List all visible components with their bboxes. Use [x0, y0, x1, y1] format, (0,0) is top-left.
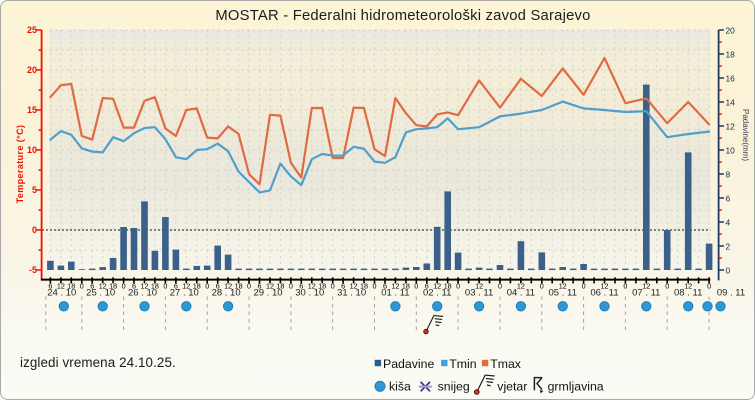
svg-text:2: 2	[726, 242, 731, 252]
svg-text:06 . 11: 06 . 11	[590, 288, 618, 299]
svg-text:12: 12	[684, 281, 692, 290]
svg-text:12: 12	[726, 122, 736, 132]
svg-text:27 . 10: 27 . 10	[170, 288, 199, 299]
svg-text:18: 18	[109, 281, 117, 290]
svg-text:kiša: kiša	[389, 380, 411, 394]
svg-text:16: 16	[726, 74, 736, 84]
svg-text:0: 0	[726, 266, 731, 276]
svg-text:12: 12	[141, 281, 149, 290]
svg-text:01 . 11: 01 . 11	[381, 288, 409, 299]
svg-text:28 . 10: 28 . 10	[212, 288, 241, 299]
svg-text:MOSTAR - Federalni hidrometeor: MOSTAR - Federalni hidrometeorološki zav…	[215, 8, 590, 24]
svg-text:18: 18	[318, 281, 326, 290]
svg-text:0: 0	[32, 225, 37, 235]
svg-text:29 . 10: 29 . 10	[253, 288, 282, 299]
svg-text:20: 20	[726, 26, 736, 36]
svg-text:12: 12	[559, 281, 567, 290]
svg-text:07 . 11: 07 . 11	[632, 288, 660, 299]
svg-text:18: 18	[67, 281, 75, 290]
svg-text:Padavine(mm): Padavine(mm)	[741, 109, 750, 161]
svg-text:02 . 11: 02 . 11	[423, 288, 451, 299]
svg-text:30 . 10: 30 . 10	[295, 288, 324, 299]
svg-text:12: 12	[391, 281, 399, 290]
svg-text:12: 12	[601, 281, 609, 290]
svg-text:6: 6	[299, 281, 303, 290]
svg-text:0: 0	[414, 281, 418, 290]
svg-text:snijeg: snijeg	[438, 380, 470, 394]
svg-text:0: 0	[623, 281, 627, 290]
svg-text:0: 0	[163, 281, 167, 290]
svg-text:0: 0	[456, 281, 460, 290]
svg-text:0: 0	[665, 281, 669, 290]
svg-text:12: 12	[350, 281, 358, 290]
svg-text:12: 12	[224, 281, 232, 290]
svg-text:0: 0	[582, 281, 586, 290]
svg-text:12: 12	[99, 281, 107, 290]
svg-text:Tmax: Tmax	[490, 357, 522, 371]
svg-text:03 . 11: 03 . 11	[465, 288, 493, 299]
svg-text:12: 12	[517, 281, 525, 290]
svg-text:0: 0	[80, 281, 84, 290]
svg-text:6: 6	[48, 281, 52, 290]
svg-text:25: 25	[27, 25, 37, 35]
svg-text:18: 18	[726, 50, 736, 60]
svg-text:Tmin: Tmin	[449, 357, 476, 371]
svg-text:8: 8	[726, 170, 731, 180]
svg-text:6: 6	[216, 281, 220, 290]
svg-text:izgledi vremena 24.10.25.: izgledi vremena 24.10.25.	[20, 355, 176, 370]
svg-text:grmljavina: grmljavina	[548, 380, 604, 394]
svg-text:05 . 11: 05 . 11	[549, 288, 577, 299]
svg-text:6: 6	[425, 281, 429, 290]
svg-text:0: 0	[331, 281, 335, 290]
svg-text:0: 0	[247, 281, 251, 290]
svg-text:08 . 11: 08 . 11	[674, 288, 702, 299]
svg-text:6: 6	[726, 194, 731, 204]
svg-text:12: 12	[433, 281, 441, 290]
svg-text:0: 0	[205, 281, 209, 290]
svg-text:0: 0	[707, 281, 711, 290]
svg-text:10: 10	[27, 145, 37, 155]
svg-text:09 . 11: 09 . 11	[717, 288, 745, 299]
svg-text:18: 18	[276, 281, 284, 290]
svg-text:0: 0	[540, 281, 544, 290]
svg-text:12: 12	[308, 281, 316, 290]
svg-text:18: 18	[151, 281, 159, 290]
svg-text:12: 12	[182, 281, 190, 290]
svg-text:0: 0	[289, 281, 293, 290]
svg-text:Temperature (°C): Temperature (°C)	[15, 125, 25, 204]
svg-text:6: 6	[258, 281, 262, 290]
svg-text:26 . 10: 26 . 10	[128, 288, 157, 299]
svg-text:0: 0	[373, 281, 377, 290]
svg-text:12: 12	[266, 281, 274, 290]
svg-text:0: 0	[122, 281, 126, 290]
svg-text:14: 14	[726, 98, 736, 108]
svg-text:31 . 10: 31 . 10	[337, 288, 366, 299]
svg-text:24 . 10: 24 . 10	[47, 288, 76, 299]
svg-text:6: 6	[383, 281, 387, 290]
svg-text:12: 12	[475, 281, 483, 290]
svg-text:04 . 11: 04 . 11	[507, 288, 535, 299]
svg-text:4: 4	[726, 218, 731, 228]
svg-text:18: 18	[360, 281, 368, 290]
svg-text:18: 18	[235, 281, 243, 290]
svg-text:vjetar: vjetar	[497, 380, 527, 394]
svg-text:6: 6	[132, 281, 136, 290]
svg-text:25 . 10: 25 . 10	[86, 288, 115, 299]
svg-text:6: 6	[174, 281, 178, 290]
svg-text:Padavine: Padavine	[383, 357, 434, 371]
svg-text:20: 20	[27, 65, 37, 75]
svg-text:10: 10	[726, 146, 736, 156]
svg-text:15: 15	[27, 105, 37, 115]
svg-text:18: 18	[193, 281, 201, 290]
svg-text:12: 12	[642, 281, 650, 290]
svg-text:-5: -5	[29, 265, 37, 275]
svg-text:6: 6	[341, 281, 345, 290]
svg-text:18: 18	[402, 281, 410, 290]
svg-text:6: 6	[90, 281, 94, 290]
svg-text:0: 0	[498, 281, 502, 290]
svg-text:12: 12	[57, 281, 65, 290]
svg-text:5: 5	[32, 185, 37, 195]
svg-text:18: 18	[444, 281, 452, 290]
